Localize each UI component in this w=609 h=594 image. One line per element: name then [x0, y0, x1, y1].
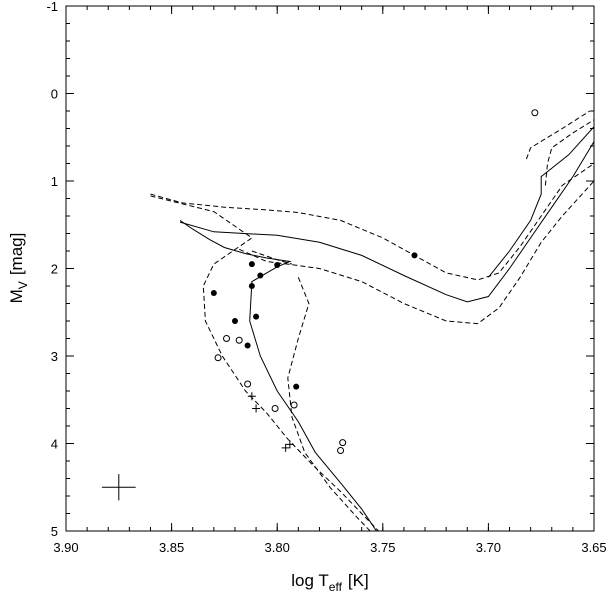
error-bar [101, 474, 136, 501]
filled-star-point [411, 252, 418, 259]
x-tick-label: 3.75 [370, 540, 395, 555]
dashed-isochrone [251, 250, 293, 265]
plus-star-point [285, 440, 294, 449]
filled-star-point [293, 383, 300, 390]
x-axis-title-unit: [K] [348, 571, 369, 590]
y-axis-title-unit: [mag] [7, 233, 26, 276]
open-star-point [214, 354, 222, 362]
isochrone-lines [150, 110, 594, 531]
dashed-isochrone [238, 180, 594, 325]
x-tick-label: 3.90 [53, 540, 78, 555]
plot-frame [65, 5, 595, 532]
filled-star-point [244, 342, 251, 349]
open-star-point [339, 439, 347, 447]
x-tick-label: 3.85 [159, 540, 184, 555]
x-tick-label: 3.80 [265, 540, 290, 555]
filled-star-point [231, 318, 238, 324]
y-tick-label: 2 [51, 262, 58, 277]
filled-star-point [248, 283, 255, 289]
y-tick-label: 5 [51, 524, 58, 539]
open-star-point [235, 336, 243, 344]
dashed-isochrone [150, 195, 379, 531]
filled-star-point [248, 261, 255, 268]
y-axis-title-main: M [7, 289, 26, 303]
open-star-point [223, 335, 231, 342]
open-star-point [531, 109, 539, 117]
x-axis-title-main: log T [291, 571, 329, 590]
y-tick-label: 4 [51, 437, 58, 452]
axis-tick-labels: 3.90 3.85 3.80 3.75 3.70 3.65 -1 0 1 2 3 4 5 [46, 0, 606, 555]
x-tick-label: 3.70 [476, 540, 501, 555]
solid-isochrone [179, 141, 594, 303]
open-star-point [337, 447, 345, 454]
y-tick-label: 1 [51, 174, 58, 189]
x-axis-title-sub: eff [329, 580, 343, 594]
filled-star-point [274, 262, 281, 268]
plus-star-point [252, 404, 261, 413]
open-star-point [271, 405, 279, 412]
open-star-point [244, 380, 252, 388]
dashed-isochrone [525, 110, 591, 160]
solid-isochrone [488, 126, 594, 278]
y-tick-label: 3 [51, 349, 58, 364]
filled-star-point [253, 313, 260, 320]
plus-star-point [247, 392, 256, 401]
dashed-isochrone [544, 119, 594, 186]
dashed-isochrone [287, 277, 371, 531]
y-axis-title: MV [mag] [7, 233, 30, 304]
axis-ticks [65, 5, 595, 532]
y-tick-label: 0 [51, 87, 58, 102]
open-star-point [290, 401, 298, 409]
x-axis-title: log Teff [K] [291, 571, 368, 594]
filled-star-point [210, 290, 217, 296]
y-axis-title-sub: V [16, 281, 30, 289]
x-tick-label: 3.65 [581, 540, 606, 555]
filled-star-point [257, 272, 264, 279]
solid-isochrone [179, 219, 377, 531]
plus-star-point [281, 443, 290, 452]
y-tick-label: -1 [46, 0, 58, 14]
star-markers [210, 109, 539, 454]
